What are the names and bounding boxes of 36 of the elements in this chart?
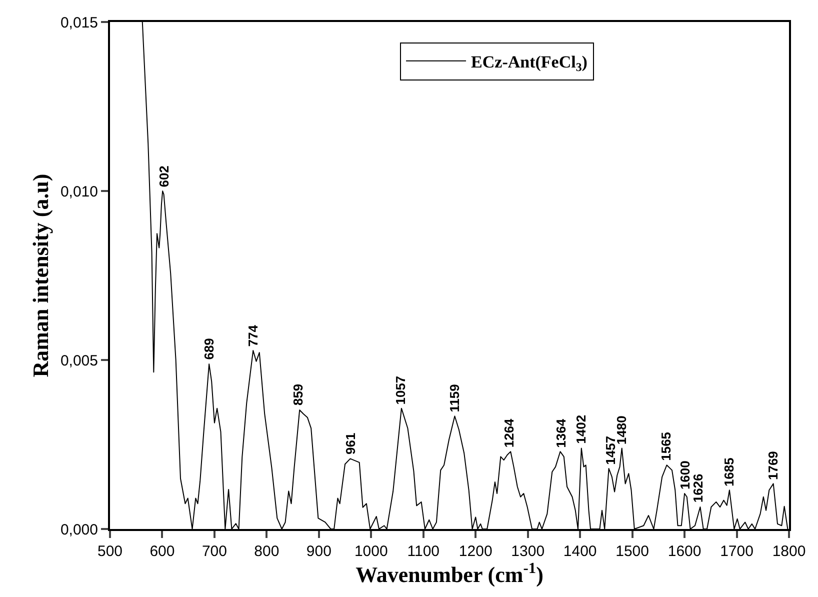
- x-tick-label: 500: [97, 543, 123, 560]
- x-tick-label: 700: [202, 543, 227, 560]
- annotation: 1769: [766, 451, 781, 480]
- annotation: 774: [246, 324, 261, 347]
- x-tick-label: 1100: [407, 543, 440, 560]
- annotation: 1685: [721, 458, 736, 487]
- x-tick-label: 600: [150, 543, 175, 560]
- x-tick-label: 1200: [458, 543, 492, 560]
- x-tick-label: 1800: [772, 543, 806, 560]
- annotation: 859: [290, 384, 306, 406]
- annotation: 1057: [393, 376, 408, 405]
- x-tick-label: 1000: [354, 543, 388, 560]
- y-tick-label: 0,000: [60, 521, 98, 538]
- x-tick-label: 800: [254, 543, 280, 560]
- annotation: 1565: [658, 432, 674, 461]
- annotation: 602: [156, 166, 172, 188]
- annotation: 1626: [690, 474, 706, 503]
- annotation: 1364: [554, 418, 569, 448]
- x-axis-title: Wavenumber (cm$^{-1}$): [356, 560, 544, 588]
- x-tick-label: 1700: [720, 543, 754, 560]
- annotation: 689: [202, 338, 217, 360]
- x-tick-label: 1300: [511, 543, 545, 560]
- legend-label: ECz-Ant(FeCl$_{3}$): [471, 52, 588, 74]
- annotation: 1600: [678, 460, 693, 490]
- x-tick-label: 1500: [616, 543, 649, 560]
- y-tick-label: 0,005: [60, 352, 98, 370]
- annotation: 1159: [447, 384, 462, 412]
- y-axis-title: Raman intensity (a.u): [28, 174, 53, 378]
- y-tick-label: 0,010: [60, 183, 98, 200]
- annotation: 1402: [573, 414, 588, 444]
- annotation: 961: [343, 432, 358, 454]
- y-tick-label: 0,015: [60, 14, 98, 32]
- x-tick-label: 1400: [563, 543, 597, 560]
- x-tick-label: 1600: [668, 543, 702, 560]
- x-tick-label: 900: [306, 543, 332, 560]
- annotation: 1264: [501, 418, 516, 448]
